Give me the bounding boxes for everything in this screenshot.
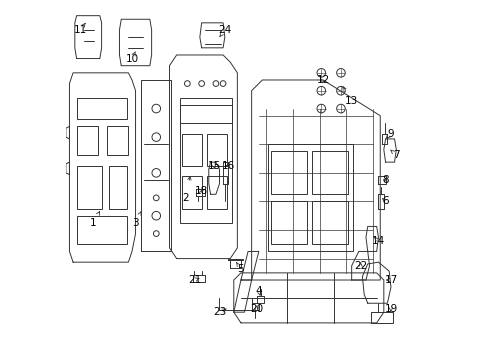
Text: 24: 24: [218, 25, 231, 35]
Text: 19: 19: [384, 303, 397, 314]
Bar: [312, 152, 347, 194]
Text: 4: 4: [255, 286, 262, 296]
Bar: [206, 134, 226, 166]
Bar: [271, 202, 306, 244]
Bar: [312, 202, 347, 244]
Text: 14: 14: [371, 236, 384, 246]
Bar: [267, 144, 353, 251]
Text: 7: 7: [392, 150, 399, 160]
Text: 1: 1: [89, 218, 96, 228]
Bar: [271, 152, 306, 194]
Text: 22: 22: [353, 261, 366, 271]
Text: 3: 3: [132, 218, 139, 228]
Text: 6: 6: [382, 197, 388, 206]
Text: 21: 21: [187, 275, 201, 285]
Text: 20: 20: [250, 303, 263, 314]
Text: 15: 15: [207, 161, 220, 171]
Text: 9: 9: [387, 129, 393, 139]
Bar: [108, 166, 126, 208]
Bar: [77, 166, 102, 208]
Text: 8: 8: [382, 175, 388, 185]
Bar: [180, 98, 231, 223]
Text: 18: 18: [195, 186, 208, 196]
Text: 16: 16: [222, 161, 235, 171]
Bar: [107, 126, 128, 155]
Text: 13: 13: [345, 96, 358, 107]
Text: 23: 23: [212, 307, 225, 317]
Text: 11: 11: [73, 25, 87, 35]
Bar: [77, 98, 126, 119]
Bar: [180, 105, 231, 123]
Bar: [77, 216, 126, 244]
Text: 17: 17: [384, 275, 397, 285]
Text: 12: 12: [316, 75, 329, 85]
Bar: [206, 176, 226, 208]
Bar: [77, 126, 98, 155]
Bar: [182, 134, 201, 166]
Text: 10: 10: [125, 54, 138, 64]
Text: 5: 5: [237, 264, 244, 274]
Text: 2: 2: [182, 193, 188, 203]
Bar: [182, 176, 201, 208]
